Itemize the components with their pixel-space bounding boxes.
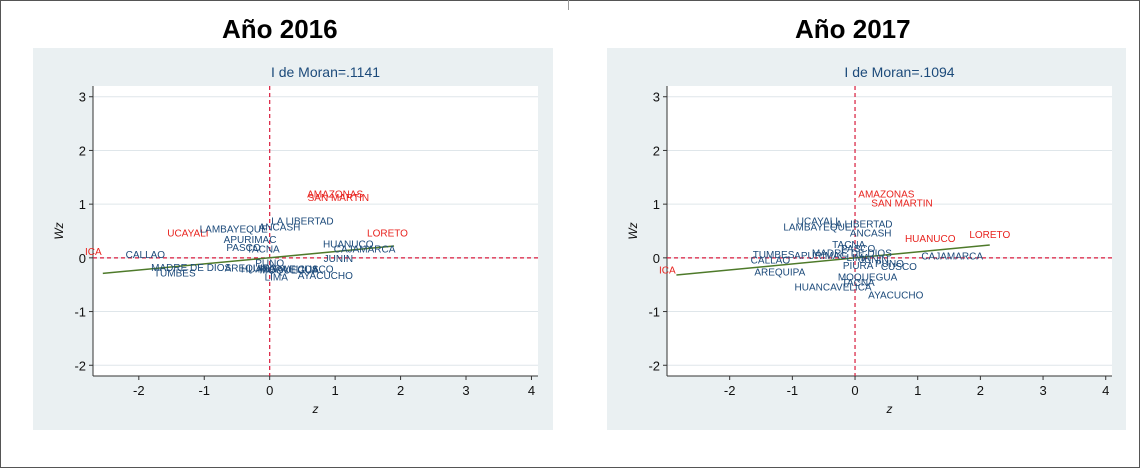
panel-divider <box>568 0 569 10</box>
point-label: PUNO <box>255 259 284 270</box>
point-label: APURIMAC <box>224 235 277 246</box>
y-axis-label: Wz <box>52 222 66 239</box>
y-tick-label: 3 <box>79 90 86 105</box>
point-label: LORETO <box>969 230 1010 241</box>
point-label: LIMA <box>846 253 870 264</box>
y-tick-label: 0 <box>79 251 86 266</box>
point-label: CUSCO <box>297 265 333 276</box>
y-tick-label: 2 <box>653 143 660 158</box>
point-label: APURIMAC <box>794 251 847 262</box>
y-tick-label: -2 <box>74 358 86 373</box>
point-label: LORETO <box>367 229 408 240</box>
x-tick-label: 4 <box>528 383 535 398</box>
point-label: LAMBAYEQUE <box>783 223 851 234</box>
panel-title-2016: Año 2016 <box>222 14 338 44</box>
point-label: MOQUEGUA <box>838 273 898 284</box>
point-label: CAJAMARCA <box>334 245 396 256</box>
point-label: PIURA <box>258 265 289 276</box>
plot-area <box>667 86 1112 376</box>
x-tick-label: 2 <box>977 383 984 398</box>
chart-title: I de Moran=.1094 <box>844 64 954 80</box>
x-axis-label: z <box>886 402 893 416</box>
point-label: HUANCAVELICA <box>241 265 318 276</box>
x-axis-label: z <box>312 402 319 416</box>
point-label: ANCASH <box>259 223 301 234</box>
y-tick-label: -2 <box>648 358 660 373</box>
point-label: CALLAO <box>126 250 166 261</box>
y-tick-label: -1 <box>648 305 660 320</box>
point-label: ANCASH <box>850 229 892 240</box>
point-label: HUANUCO <box>323 239 374 250</box>
point-label: PASCO <box>226 243 260 254</box>
x-tick-label: 1 <box>332 383 339 398</box>
plot-area <box>93 86 538 376</box>
y-tick-label: 0 <box>653 251 660 266</box>
point-label: TACNA <box>832 240 865 251</box>
x-tick-label: -2 <box>133 383 145 398</box>
y-tick-label: 3 <box>653 90 660 105</box>
x-tick-label: 0 <box>851 383 858 398</box>
x-tick-label: 4 <box>1102 383 1109 398</box>
point-label: SAN MARTIN <box>871 199 933 210</box>
moran-scatter-2017: I de Moran=.1094 -2 -1 0 1 2 3 -2 -1 0 1 2 3 4 z Wz AMAZ… <box>626 64 1112 416</box>
point-label: PUNO <box>875 259 904 270</box>
point-label: CUSCO <box>881 262 917 273</box>
point-label: LA LIBERTAD <box>271 216 333 227</box>
point-label: AMAZONAS <box>858 189 914 200</box>
x-tick-label: 0 <box>266 383 273 398</box>
point-label: TACNA <box>842 278 875 289</box>
fitted-line <box>102 245 395 275</box>
x-tick-label: 1 <box>914 383 921 398</box>
point-label: MADRE DE DIOS <box>151 263 231 274</box>
point-label: MOQUEGUA <box>260 266 320 277</box>
y-tick-label: 2 <box>79 143 86 158</box>
chart-title: I de Moran=.1141 <box>271 64 380 80</box>
point-label: PASCO <box>841 244 875 255</box>
point-label: TUMBES <box>753 250 795 261</box>
point-label: UCAYALI <box>167 229 208 240</box>
y-axis-label: Wz <box>626 222 640 239</box>
point-label: UCAYALI <box>797 216 838 227</box>
point-label: MADRE DE DIOS <box>812 248 892 259</box>
point-label: PIURA <box>843 261 874 272</box>
point-label: ICA <box>659 266 676 277</box>
moran-scatter-2016: I de Moran=.1141 -2 -1 0 1 2 3 -2 -1 0 1 2 3 4 z Wz AMAZ… <box>52 64 538 416</box>
point-label: TUMBES <box>154 268 196 279</box>
point-label: AYACUCHO <box>298 271 353 282</box>
point-label: LIMA <box>265 273 289 284</box>
point-label: HUANUCO <box>905 234 956 245</box>
point-label: ICA <box>85 247 102 258</box>
point-label: TACNA <box>247 245 280 256</box>
y-tick-label: -1 <box>74 305 86 320</box>
y-tick-label: 1 <box>79 197 86 212</box>
point-label: CAJAMARCA <box>921 252 983 263</box>
x-tick-label: 3 <box>1039 383 1046 398</box>
plot-2016: I de Moran=.1141 -2 -1 0 1 2 3 -2 -1 0 1 2 3 4 z Wz AMAZ… <box>33 48 553 430</box>
point-label: LAMBAYEQUE <box>200 224 268 235</box>
point-label: AMAZONAS <box>307 189 363 200</box>
x-tick-label: -1 <box>787 383 799 398</box>
x-tick-label: 3 <box>462 383 469 398</box>
point-label: JUNIN <box>859 255 888 266</box>
y-tick-label: 1 <box>653 197 660 212</box>
x-tick-label: -2 <box>724 383 736 398</box>
fitted-line <box>676 244 990 276</box>
x-tick-label: 2 <box>397 383 404 398</box>
point-label: AREQUIPA <box>754 267 805 278</box>
point-label: AYACUCHO <box>868 290 923 301</box>
panel-title-2017: Año 2017 <box>795 14 911 44</box>
point-label: LA LIBERTAD <box>830 219 892 230</box>
plot-2017: I de Moran=.1094 -2 -1 0 1 2 3 -2 -1 0 1 2 3 4 z Wz AMAZ… <box>607 48 1126 430</box>
point-label: HUANCAVELICA <box>795 282 872 293</box>
point-label: AREQUIPA <box>225 264 276 275</box>
point-label: JUNIN <box>324 254 353 265</box>
point-label: CALLAO <box>751 255 791 266</box>
point-label: SAN MARTIN <box>308 193 370 204</box>
x-tick-label: -1 <box>198 383 210 398</box>
